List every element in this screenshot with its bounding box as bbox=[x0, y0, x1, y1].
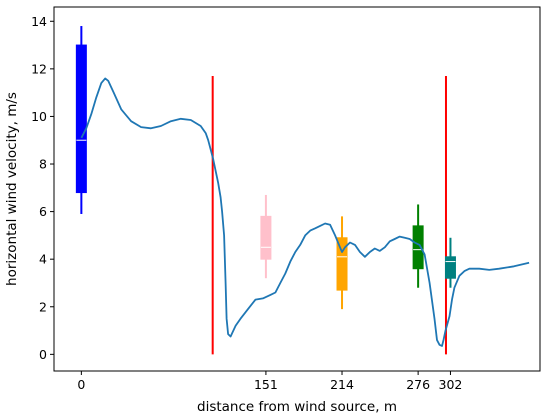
y-axis-label: horizontal wind velocity, m/s bbox=[4, 92, 20, 286]
plot-content bbox=[75, 26, 530, 355]
x-tick-label-2: 151 bbox=[254, 377, 278, 392]
x-tick-label-4: 276 bbox=[406, 377, 430, 392]
box-body bbox=[444, 256, 456, 279]
y-tick-label-3: 4 bbox=[39, 252, 47, 267]
box-plot-3 bbox=[336, 216, 348, 310]
x-tick-label-5: 302 bbox=[439, 377, 463, 392]
box-body bbox=[412, 225, 424, 270]
y-tick-label-5: 8 bbox=[39, 157, 47, 172]
x-axis-label: distance from wind source, m bbox=[197, 399, 397, 415]
plot-frame bbox=[53, 6, 541, 372]
wind-velocity-line bbox=[80, 77, 530, 347]
x-tick-label-3: 214 bbox=[330, 377, 354, 392]
y-tick-label-6: 10 bbox=[31, 109, 47, 124]
box-plot-4 bbox=[412, 204, 424, 288]
y-tick-label-7: 12 bbox=[31, 61, 47, 76]
y-axis-ticks: 0 2 4 6 8 10 12 14 bbox=[31, 14, 54, 362]
box-plot-2 bbox=[260, 194, 272, 279]
box-body bbox=[75, 44, 87, 194]
y-tick-label-2: 2 bbox=[39, 299, 47, 314]
y-tick-label-4: 6 bbox=[39, 204, 47, 219]
box-plot-5 bbox=[444, 237, 456, 288]
y-tick-label-8: 14 bbox=[31, 14, 47, 29]
y-tick-label-1: 0 bbox=[39, 347, 47, 362]
box-body bbox=[336, 237, 348, 291]
x-tick-label-1: 0 bbox=[77, 377, 85, 392]
x-axis-ticks: 0 151 214 276 302 bbox=[77, 371, 462, 392]
box-plot-1 bbox=[75, 26, 87, 214]
box-body bbox=[260, 215, 272, 260]
